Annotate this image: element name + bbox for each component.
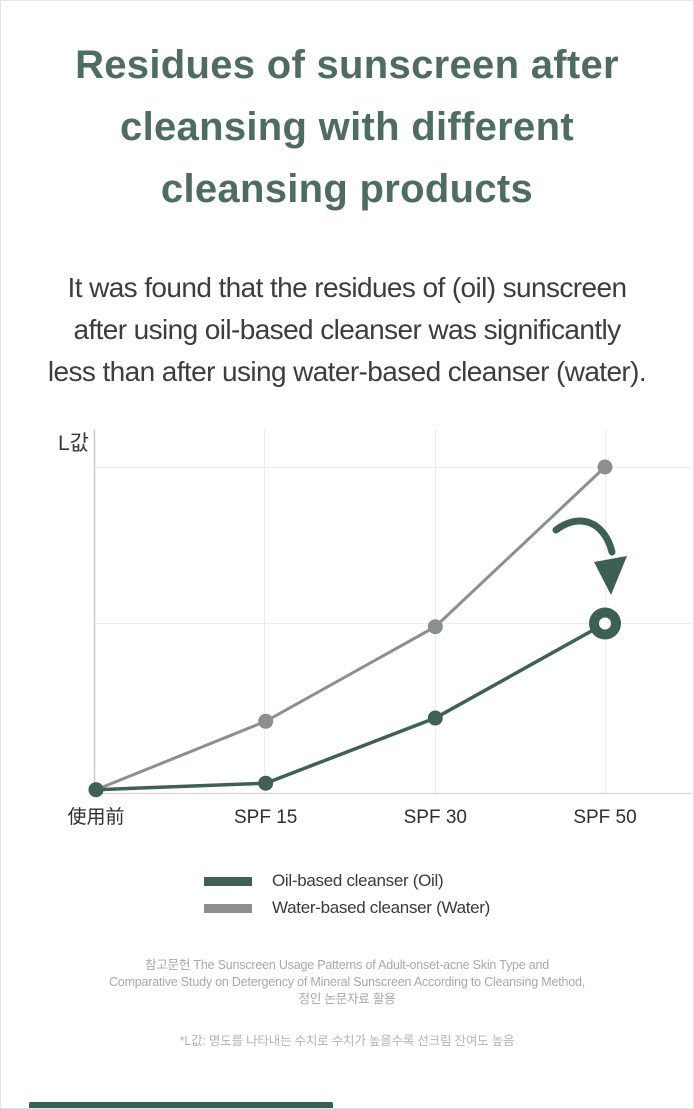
intro-line: It was found that the residues of (oil) … [67, 272, 628, 303]
y-axis-label: L값 [58, 432, 89, 455]
series-line-1 [95, 621, 606, 792]
bottom-accent-bar [29, 1102, 333, 1108]
intro-line: after using oil-based cleanser was signi… [73, 314, 621, 345]
series-layer [88, 459, 621, 798]
legend-swatch [204, 876, 252, 886]
legend-label: Oil-based cleanser (Oil) [272, 871, 444, 890]
donut-marker-hole [599, 617, 611, 630]
data-point [258, 713, 274, 729]
intro-paragraph: It was found that the residues of (oil) … [1, 267, 693, 393]
footnote: *L값: 명도를 나타내는 수치로 수치가 높을수록 선크림 잔여도 높음 [179, 1034, 515, 1048]
data-point [258, 775, 274, 791]
x-axis-labels: 使用前 SPF 15 SPF 30 SPF 50 [67, 806, 636, 828]
page-title: Residues of sunscreen after cleansing wi… [1, 34, 693, 220]
x-axis-label: SPF 15 [234, 807, 297, 828]
data-point [597, 459, 613, 475]
legend-item: Oil-based cleanser (Oil) [204, 871, 490, 890]
data-point [427, 619, 443, 635]
data-point [88, 782, 104, 798]
legend-label: Water-based cleanser (Water) [272, 898, 491, 917]
reference-line: Comparative Study on Detergency of Miner… [108, 975, 586, 989]
chart-legend: Oil-based cleanser (Oil) Water-based clea… [204, 871, 491, 926]
reference-text: 참고문헌 The Sunscreen Usage Patterns of Adu… [1, 957, 693, 1008]
page-title-line: cleansing with different [120, 105, 574, 149]
x-axis-label: 使用前 [67, 806, 124, 828]
drop-arrow-icon [552, 517, 627, 595]
page-title-line: Residues of sunscreen after [75, 43, 619, 87]
legend-swatch [204, 903, 252, 913]
page-title-line: cleansing products [160, 167, 534, 211]
x-axis-label: SPF 30 [404, 807, 467, 828]
intro-line: less than after using water-based cleans… [47, 356, 647, 387]
legend-item: Water-based cleanser (Water) [204, 898, 491, 917]
x-axis-label: SPF 50 [573, 807, 636, 828]
series-line-0 [95, 465, 607, 792]
data-point [427, 710, 443, 726]
reference-line: 정인 논문자료 활용 [298, 992, 396, 1006]
reference-line: 참고문헌 The Sunscreen Usage Patterns of Adu… [144, 958, 550, 972]
